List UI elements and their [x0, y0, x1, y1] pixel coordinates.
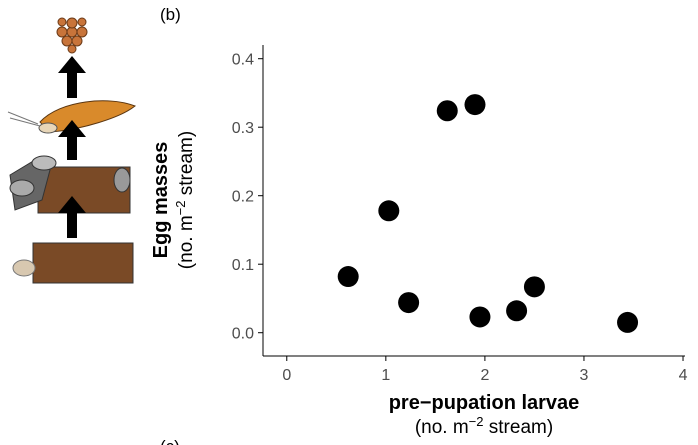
point: [337, 266, 359, 288]
point: [617, 311, 639, 333]
point: [378, 200, 400, 222]
x-tick-label: 0: [282, 367, 291, 384]
unit-sup: −2: [173, 201, 188, 216]
x-tick-label: 2: [480, 367, 489, 384]
panel-label: (c): [160, 437, 180, 445]
point: [464, 94, 486, 116]
y-tick-label: 0.1: [232, 257, 254, 274]
y-tick-label: 0.3: [232, 120, 254, 137]
unit-text: stream): [484, 417, 554, 438]
point: [398, 292, 420, 314]
x-axis-title: pre−pupation larvae: [389, 392, 580, 414]
unit-text: (no. m: [176, 215, 197, 269]
y-axis-unit: (no. m−2 stream): [173, 131, 197, 269]
y-axis-title: Egg masses: [150, 142, 172, 259]
point: [436, 100, 458, 122]
unit-sup: −2: [469, 414, 484, 429]
x-tick-label: 1: [381, 367, 390, 384]
point: [506, 300, 528, 322]
point: [523, 276, 545, 298]
y-tick-label: 0.2: [232, 189, 254, 206]
unit-text: (no. m: [415, 417, 469, 438]
x-tick-label: 3: [580, 367, 589, 384]
point: [469, 306, 491, 328]
x-axis-unit: (no. m−2 stream): [415, 414, 553, 438]
y-tick-label: 0.0: [232, 326, 254, 343]
x-tick-label: 4: [679, 367, 688, 384]
y-tick-label: 0.4: [232, 52, 254, 69]
illustration: [7, 17, 136, 284]
unit-text: stream): [176, 131, 197, 201]
panel-label: (b): [160, 5, 181, 24]
